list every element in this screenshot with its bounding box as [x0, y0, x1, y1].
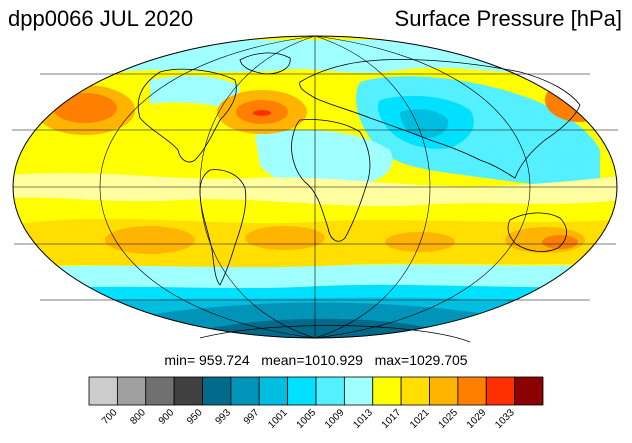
colorbar-tick-label: 1021 — [408, 407, 432, 431]
colorbar-tick-label: 950 — [185, 407, 205, 427]
indian-ocean-high — [385, 232, 455, 252]
max-value: 1029.705 — [409, 352, 468, 368]
north-america-low — [150, 75, 240, 110]
colorbar-swatch — [457, 376, 487, 406]
antarctic-plateau — [200, 318, 470, 338]
statistics-line: min= 959.724 mean=1010.929 max=1029.705 — [0, 352, 632, 368]
colorbar-swatch — [230, 376, 260, 406]
colorbar-tick-label: 1033 — [493, 407, 517, 431]
colorbar-swatch — [372, 376, 402, 406]
graticule-meridian-60e — [314, 35, 431, 339]
colorbar-tick-label: 993 — [213, 407, 233, 427]
colorbar-swatch — [116, 376, 147, 406]
south-pacific-high — [105, 226, 195, 254]
max-label: max= — [374, 352, 410, 368]
colorbar-swatch — [145, 376, 175, 406]
eurasia-coast — [299, 59, 581, 179]
colorbar-tick-label: 800 — [128, 407, 148, 427]
min-value: 959.724 — [199, 352, 250, 368]
variable-title: Surface Pressure [hPa] — [394, 6, 622, 31]
globe-outline — [12, 35, 618, 339]
graticule-meridian-120e — [314, 35, 531, 339]
colorbar-tick-label: 1009 — [323, 407, 347, 431]
colorbar-tick-label: 1001 — [266, 407, 290, 431]
colorbar-tick-label: 1025 — [436, 407, 460, 431]
colorbar-swatch — [173, 376, 203, 406]
africa-low — [255, 130, 393, 189]
north-america-coast — [137, 68, 237, 163]
colorbar-swatch — [315, 376, 345, 406]
greenland-coast — [239, 52, 291, 75]
azores-high-max — [253, 110, 271, 116]
graticule-meridian-120w — [99, 35, 316, 339]
colorbar-swatch — [88, 376, 118, 406]
colorbar-tick-label: 1029 — [465, 407, 489, 431]
north-pacific-high-core — [53, 93, 117, 123]
map-title: dpp0066 JUL 2020 — [8, 6, 194, 31]
antarctica-coast — [199, 325, 471, 343]
africa-coast — [291, 119, 371, 242]
colorbar-swatch — [343, 376, 374, 406]
colorbar-swatch — [258, 376, 289, 406]
surface-pressure-map — [12, 35, 618, 343]
colorbar-swatch — [429, 376, 459, 406]
colorbar-swatch — [485, 376, 516, 406]
colorbar-tick-label: 1017 — [380, 407, 404, 431]
tibet-low — [400, 109, 449, 138]
colorbar-tick-label: 700 — [100, 407, 120, 427]
colorbar-tick-label: 1005 — [295, 407, 319, 431]
colorbar-tick-label: 1013 — [351, 407, 375, 431]
colorbar-tick-label: 997 — [242, 407, 262, 427]
graticule — [12, 35, 618, 339]
colorbar-swatch — [400, 376, 430, 406]
australia-coast — [507, 212, 567, 252]
coastlines — [137, 52, 581, 343]
colorbar-swatch — [202, 376, 232, 406]
colorbar-swatch — [287, 376, 317, 406]
mean-value: 1010.929 — [304, 352, 363, 368]
australia-high-core — [542, 235, 578, 249]
colorbar-swatch — [514, 376, 544, 406]
mean-label: mean= — [261, 352, 305, 368]
colorbar-tick-label: 900 — [157, 407, 177, 427]
graticule-meridian-60w — [199, 35, 316, 339]
min-label: min= — [164, 352, 196, 368]
